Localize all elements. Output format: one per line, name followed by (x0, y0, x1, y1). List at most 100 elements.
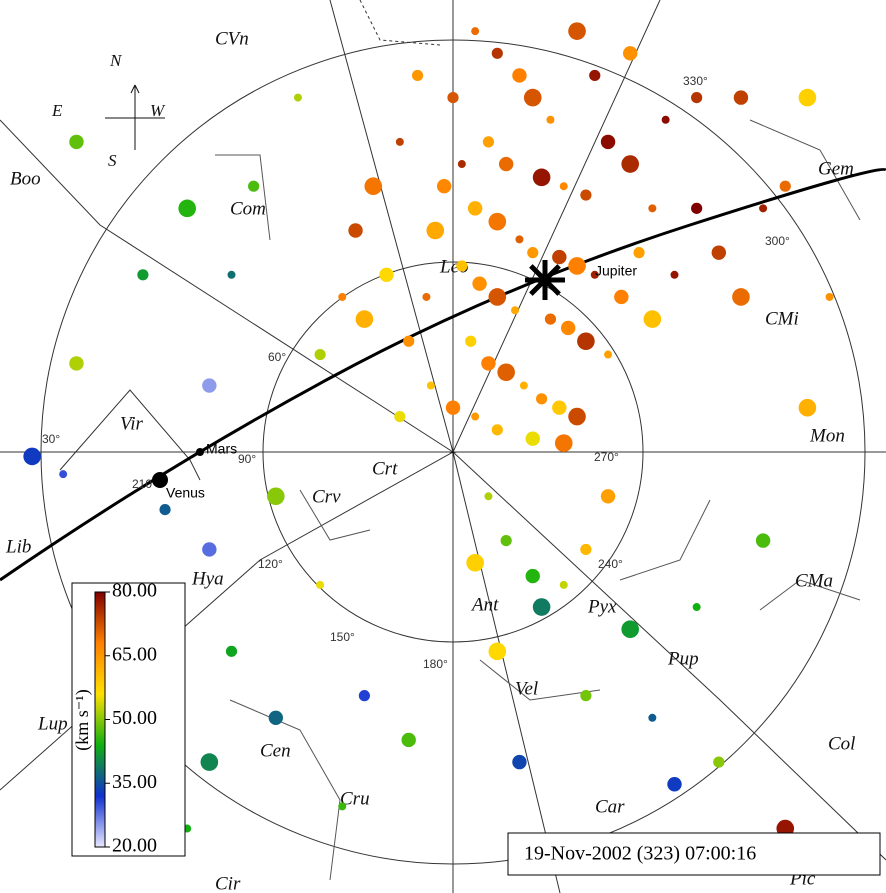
constellation-label: Car (595, 796, 625, 817)
meteor-radiant (466, 553, 484, 572)
meteor-radiant (798, 88, 817, 107)
degree-label: 300° (765, 234, 790, 248)
venus-marker (152, 472, 168, 488)
meteor-radiant (411, 69, 424, 82)
meteor-radiant (137, 269, 149, 281)
meteor-radiant (227, 270, 236, 279)
colorbar-tick-label: 35.00 (112, 771, 157, 793)
meteor-radiant (500, 535, 512, 547)
meteor-radiant (648, 713, 657, 722)
meteor-radiant (661, 115, 670, 124)
meteor-radiant (395, 137, 404, 146)
meteor-radiant (491, 47, 503, 59)
constellation-label: Com (230, 198, 266, 219)
constellation-label: Pyx (587, 596, 617, 617)
meteor-radiant (691, 202, 703, 214)
meteor-radiant (621, 155, 639, 173)
meteor-radiant (59, 470, 68, 479)
meteor-radiant (268, 710, 283, 725)
meteor-radiant (512, 754, 527, 770)
meteor-radiant (488, 288, 507, 306)
meteor-radiant (471, 27, 480, 36)
meteor-radiant (554, 434, 573, 452)
degree-label: 150° (330, 630, 355, 644)
meteor-radiant (643, 310, 662, 328)
planet-label: Jupiter (595, 263, 637, 279)
constellation-label: Mon (809, 425, 845, 446)
meteor-radiant (519, 381, 528, 390)
meteor-radiant (69, 134, 84, 150)
degree-label: 90° (238, 452, 256, 466)
meteor-radiant (456, 260, 468, 272)
meteor-radiant (733, 90, 749, 105)
meteor-radiant (488, 642, 507, 661)
meteor-radiant (523, 88, 542, 107)
meteor-radiant (536, 393, 548, 405)
meteor-radiant (358, 690, 370, 702)
meteor-radiant (488, 212, 507, 231)
meteor-radiant (560, 320, 576, 336)
date-box (507, 832, 881, 876)
meteor-radiant (577, 332, 595, 351)
meteor-radiant (525, 431, 540, 446)
meteor-radiant (364, 177, 383, 195)
meteor-radiant (621, 620, 639, 638)
meteor-radiant (568, 22, 586, 40)
constellation-label: Boo (10, 168, 41, 189)
meteor-radiant (511, 306, 520, 315)
meteor-radiant (692, 603, 701, 612)
meteor-radiant (426, 381, 435, 390)
meteor-radiant (544, 313, 557, 325)
mars-marker (196, 448, 204, 456)
meteor-radiant (559, 182, 568, 191)
meteor-radiant (552, 249, 567, 265)
constellation-label: Cen (260, 740, 291, 761)
meteor-radiant (711, 245, 726, 260)
meteor-radiant (755, 533, 771, 548)
meteor-radiant (316, 580, 325, 589)
constellation-label: Pup (667, 648, 699, 669)
meteor-radiant (559, 580, 568, 589)
meteor-radiant (580, 543, 592, 556)
meteor-radiant (436, 179, 452, 194)
meteor-radiant (614, 289, 629, 305)
meteor-radiant (532, 598, 551, 616)
constellation-label: Lup (37, 713, 68, 734)
meteor-radiant (69, 356, 84, 371)
colorbar-label: (km s⁻¹) (72, 689, 93, 750)
constellation-label: Gem (818, 158, 854, 179)
meteor-radiant (403, 335, 415, 347)
meteor-radiant (590, 270, 599, 279)
degree-label: 60° (268, 350, 286, 364)
meteor-radiant (348, 223, 363, 238)
meteor-radiant (546, 115, 555, 124)
meteor-radiant (600, 489, 616, 504)
jupiter-marker (525, 260, 565, 300)
meteor-radiant (472, 276, 487, 291)
date-label: 19-Nov-2002 (323) 07:00:16 (524, 843, 756, 865)
meteor-radiant (293, 93, 302, 102)
degree-label: 240° (598, 557, 623, 571)
meteor-radiant (200, 753, 219, 771)
constellation-label: CMa (795, 570, 833, 591)
meteor-radiant (589, 69, 601, 82)
meteor-radiant (338, 292, 347, 301)
meteor-radiant (267, 487, 285, 506)
meteor-radiant (445, 400, 461, 415)
meteor-radiant (568, 407, 586, 426)
colorbar-tick-label: 50.00 (112, 707, 157, 729)
meteor-radiant (732, 288, 750, 306)
meteor-radiant (779, 180, 791, 192)
constellation-label: Cir (215, 873, 241, 893)
svg-text:+: + (449, 446, 457, 461)
meteor-radiant (568, 257, 586, 275)
meteor-radiant (23, 447, 41, 466)
meteor-radiant (825, 292, 834, 301)
meteor-radiant (355, 310, 374, 328)
ecliptic (0, 167, 886, 582)
planet-label: Mars (206, 441, 237, 457)
meteor-radiant (338, 802, 347, 811)
meteor-radiant (623, 46, 638, 61)
constellation-label: Ant (470, 594, 499, 615)
